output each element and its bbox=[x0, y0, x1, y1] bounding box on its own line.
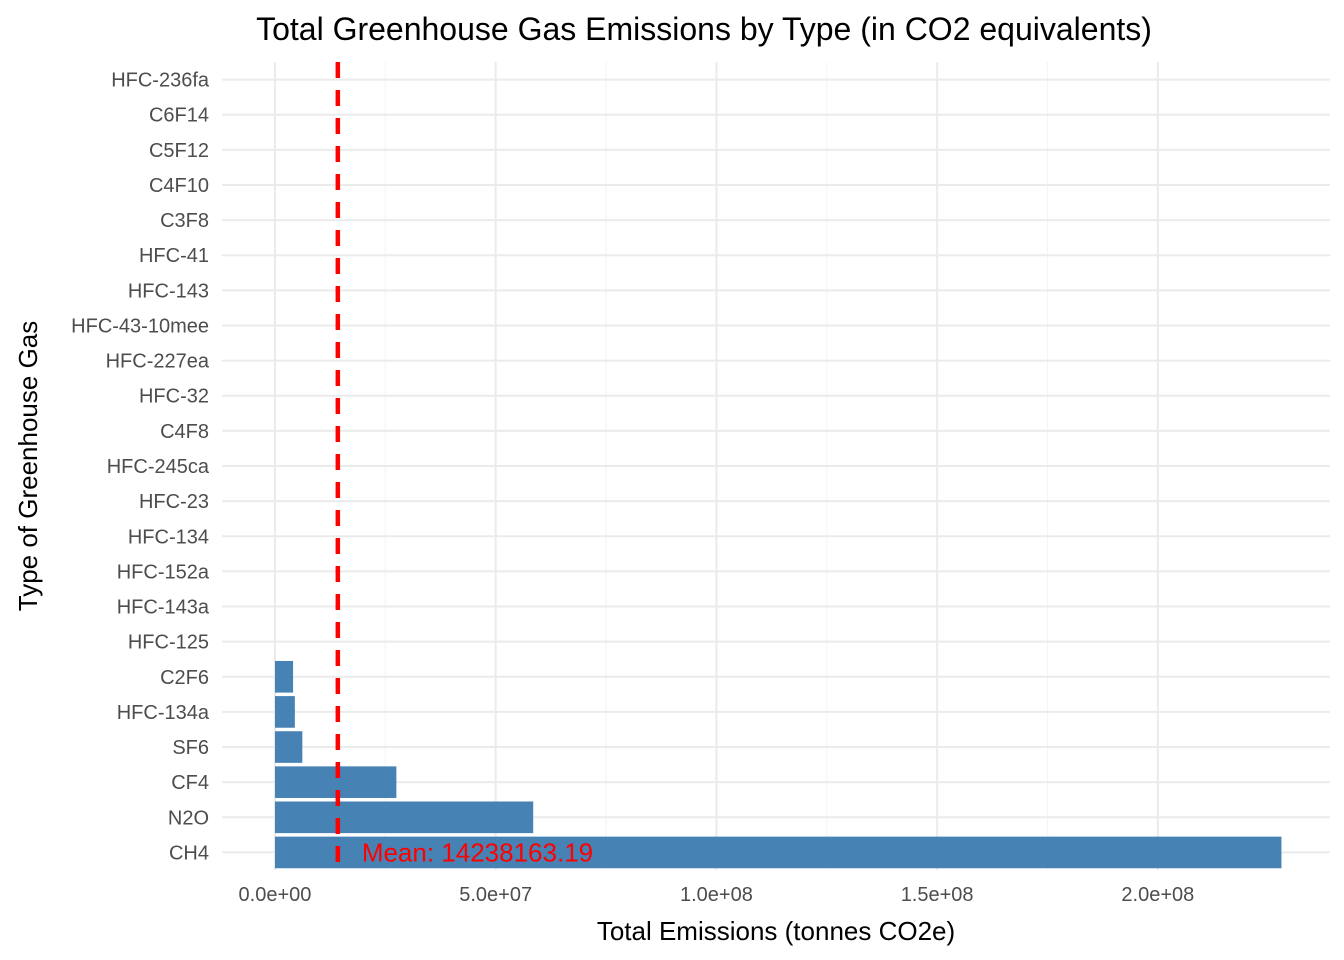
y-tick-label: C4F8 bbox=[160, 421, 209, 443]
x-tick-label: 2.0e+08 bbox=[1121, 884, 1194, 906]
y-tick-label: HFC-152a bbox=[117, 561, 210, 583]
x-tick-label: 1.5e+08 bbox=[901, 884, 974, 906]
y-tick-label: HFC-32 bbox=[139, 386, 209, 408]
bar-c2f6 bbox=[274, 660, 294, 693]
y-tick-label: HFC-143a bbox=[117, 597, 210, 619]
x-tick-label: 5.0e+07 bbox=[459, 884, 532, 906]
y-tick-label: HFC-41 bbox=[139, 245, 209, 267]
y-tick-label: HFC-134a bbox=[117, 702, 210, 724]
y-axis-title: Type of Greenhouse Gas bbox=[13, 321, 43, 612]
y-tick-label: C4F10 bbox=[149, 175, 209, 197]
y-tick-label: C3F8 bbox=[160, 210, 209, 232]
x-tick-label: 1.0e+08 bbox=[680, 884, 753, 906]
bar-sf6 bbox=[274, 731, 303, 763]
x-axis-title: Total Emissions (tonnes CO2e) bbox=[597, 916, 955, 946]
y-tick-label: CF4 bbox=[171, 772, 209, 794]
y-tick-label: HFC-143 bbox=[128, 280, 209, 302]
mean-label: Mean: 14238163.19 bbox=[362, 837, 593, 867]
x-tick-label: 0.0e+00 bbox=[239, 884, 312, 906]
bar-ch4 bbox=[274, 836, 1282, 869]
y-tick-label: HFC-245ca bbox=[107, 456, 210, 478]
y-tick-label: C6F14 bbox=[149, 105, 209, 127]
y-tick-label: CH4 bbox=[169, 842, 209, 864]
y-tick-label: HFC-43-10mee bbox=[71, 315, 209, 337]
bars bbox=[274, 660, 1282, 869]
bar-n2o bbox=[274, 801, 534, 834]
y-tick-label: HFC-227ea bbox=[106, 351, 210, 373]
x-tick-labels: 0.0e+00 5.0e+07 1.0e+08 1.5e+08 2.0e+08 bbox=[239, 884, 1195, 906]
y-tick-label: HFC-236fa bbox=[111, 70, 210, 92]
y-tick-label: HFC-125 bbox=[128, 632, 209, 654]
y-tick-labels: CH4 N2O CF4 SF6 HFC-134a C2F6 HFC-125 HFC-143a H… bbox=[71, 70, 210, 865]
y-tick-label: C5F12 bbox=[149, 140, 209, 162]
bar-hfc-134a bbox=[274, 696, 295, 728]
grid bbox=[222, 62, 1330, 870]
chart-title: Total Greenhouse Gas Emissions by Type (… bbox=[256, 11, 1152, 47]
mean-annotation: Mean: 14238163.19 bbox=[335, 62, 593, 870]
y-tick-label: C2F6 bbox=[160, 667, 209, 689]
y-tick-label: N2O bbox=[168, 807, 209, 829]
y-tick-label: HFC-23 bbox=[139, 491, 209, 513]
y-tick-label: HFC-134 bbox=[128, 526, 209, 548]
y-tick-label: SF6 bbox=[172, 737, 209, 759]
